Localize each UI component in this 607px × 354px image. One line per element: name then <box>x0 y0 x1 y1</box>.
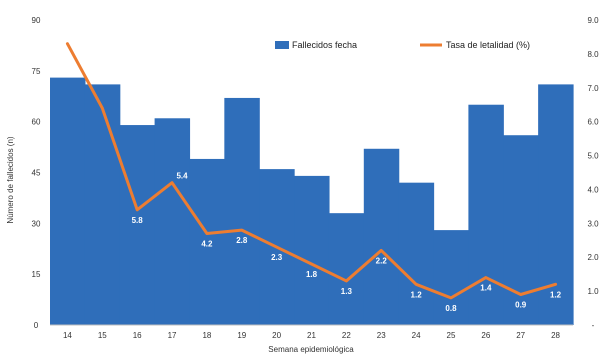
axis-titles: Semana epidemiológica Número de fallecid… <box>6 136 354 354</box>
data-label-week-20: 2.3 <box>271 253 283 262</box>
data-label-week-25: 0.8 <box>445 304 457 313</box>
bar-series <box>50 77 574 325</box>
y-axis-title: Número de fallecidos (n) <box>6 136 15 223</box>
bar-week-15 <box>84 84 121 325</box>
data-label-week-19: 2.8 <box>236 236 248 245</box>
y2-tick-6: 6.0 <box>587 118 599 127</box>
bar-week-14 <box>50 77 86 325</box>
y-tick-75: 75 <box>32 67 41 76</box>
y-tick-30: 30 <box>32 219 41 228</box>
y2-tick-0: - <box>592 321 595 330</box>
bar-week-26 <box>468 104 504 325</box>
bar-week-18 <box>189 158 225 325</box>
y2-tick-9: 9.0 <box>587 16 599 25</box>
x-tick-22: 22 <box>342 331 351 340</box>
y2-tick-3: 3.0 <box>587 219 599 228</box>
bar-week-25 <box>433 230 469 325</box>
y2-tick-8: 8.0 <box>587 50 599 59</box>
data-label-week-21: 1.8 <box>306 270 318 279</box>
legend-label-bars: Fallecidos fecha <box>292 40 357 50</box>
bar-week-24 <box>398 182 435 325</box>
x-tick-27: 27 <box>516 331 525 340</box>
y2-tick-5: 5.0 <box>587 152 599 161</box>
bar-week-21 <box>294 175 330 325</box>
line-series <box>65 42 558 300</box>
data-labels: 5.8 5.4 4.2 2.8 2.3 1.8 1.3 2.2 1.2 0.8 1.4 0.9 1.2 <box>132 172 562 313</box>
x-tick-14: 14 <box>63 331 72 340</box>
data-label-week-26: 1.4 <box>480 284 492 293</box>
data-label-week-22: 1.3 <box>341 287 353 296</box>
legend: Fallecidos fecha Tasa de letalidad (%) <box>275 40 530 50</box>
bar-week-27 <box>503 135 539 325</box>
y2-tick-1: 1.0 <box>587 287 599 296</box>
x-tick-17: 17 <box>168 331 177 340</box>
data-label-week-16: 5.8 <box>132 216 144 225</box>
x-tick-25: 25 <box>447 331 456 340</box>
y-tick-0: 0 <box>34 321 39 330</box>
y-tick-60: 60 <box>32 118 41 127</box>
letality-line <box>65 42 558 300</box>
x-tick-26: 26 <box>481 331 490 340</box>
x-tick-23: 23 <box>377 331 386 340</box>
x-axis-title: Semana epidemiológica <box>268 345 354 354</box>
x-tick-18: 18 <box>202 331 211 340</box>
x-tick-16: 16 <box>133 331 142 340</box>
legend-label-line: Tasa de letalidad (%) <box>446 40 530 50</box>
data-label-week-18: 4.2 <box>201 240 213 249</box>
x-axis: 14 15 16 17 18 19 20 21 22 23 24 25 26 27 28 <box>50 324 573 340</box>
y2-tick-4: 4.0 <box>587 185 599 194</box>
y-axis-left: 0 15 30 45 60 75 90 <box>32 16 41 330</box>
y-tick-45: 45 <box>32 169 41 178</box>
x-tick-28: 28 <box>551 331 560 340</box>
bar-week-19 <box>224 97 260 325</box>
legend-swatch-bars <box>275 41 289 49</box>
data-label-week-24: 1.2 <box>411 290 423 299</box>
x-tick-24: 24 <box>412 331 421 340</box>
x-tick-21: 21 <box>307 331 316 340</box>
data-label-week-27: 0.9 <box>515 301 527 310</box>
y-tick-15: 15 <box>32 270 41 279</box>
y2-tick-2: 2.0 <box>587 253 599 262</box>
bar-week-16 <box>119 125 156 325</box>
y-axis-right: - 1.0 2.0 3.0 4.0 5.0 6.0 7.0 8.0 9.0 <box>587 16 599 330</box>
x-tick-20: 20 <box>272 331 281 340</box>
data-label-week-17: 5.4 <box>176 172 188 181</box>
x-tick-15: 15 <box>98 331 107 340</box>
data-label-week-28: 1.2 <box>550 290 562 299</box>
y-tick-90: 90 <box>32 16 41 25</box>
y2-tick-7: 7.0 <box>587 84 599 93</box>
bar-week-23 <box>363 148 400 325</box>
x-tick-19: 19 <box>237 331 246 340</box>
bar-week-17 <box>154 118 191 325</box>
data-label-week-23: 2.2 <box>376 256 388 265</box>
